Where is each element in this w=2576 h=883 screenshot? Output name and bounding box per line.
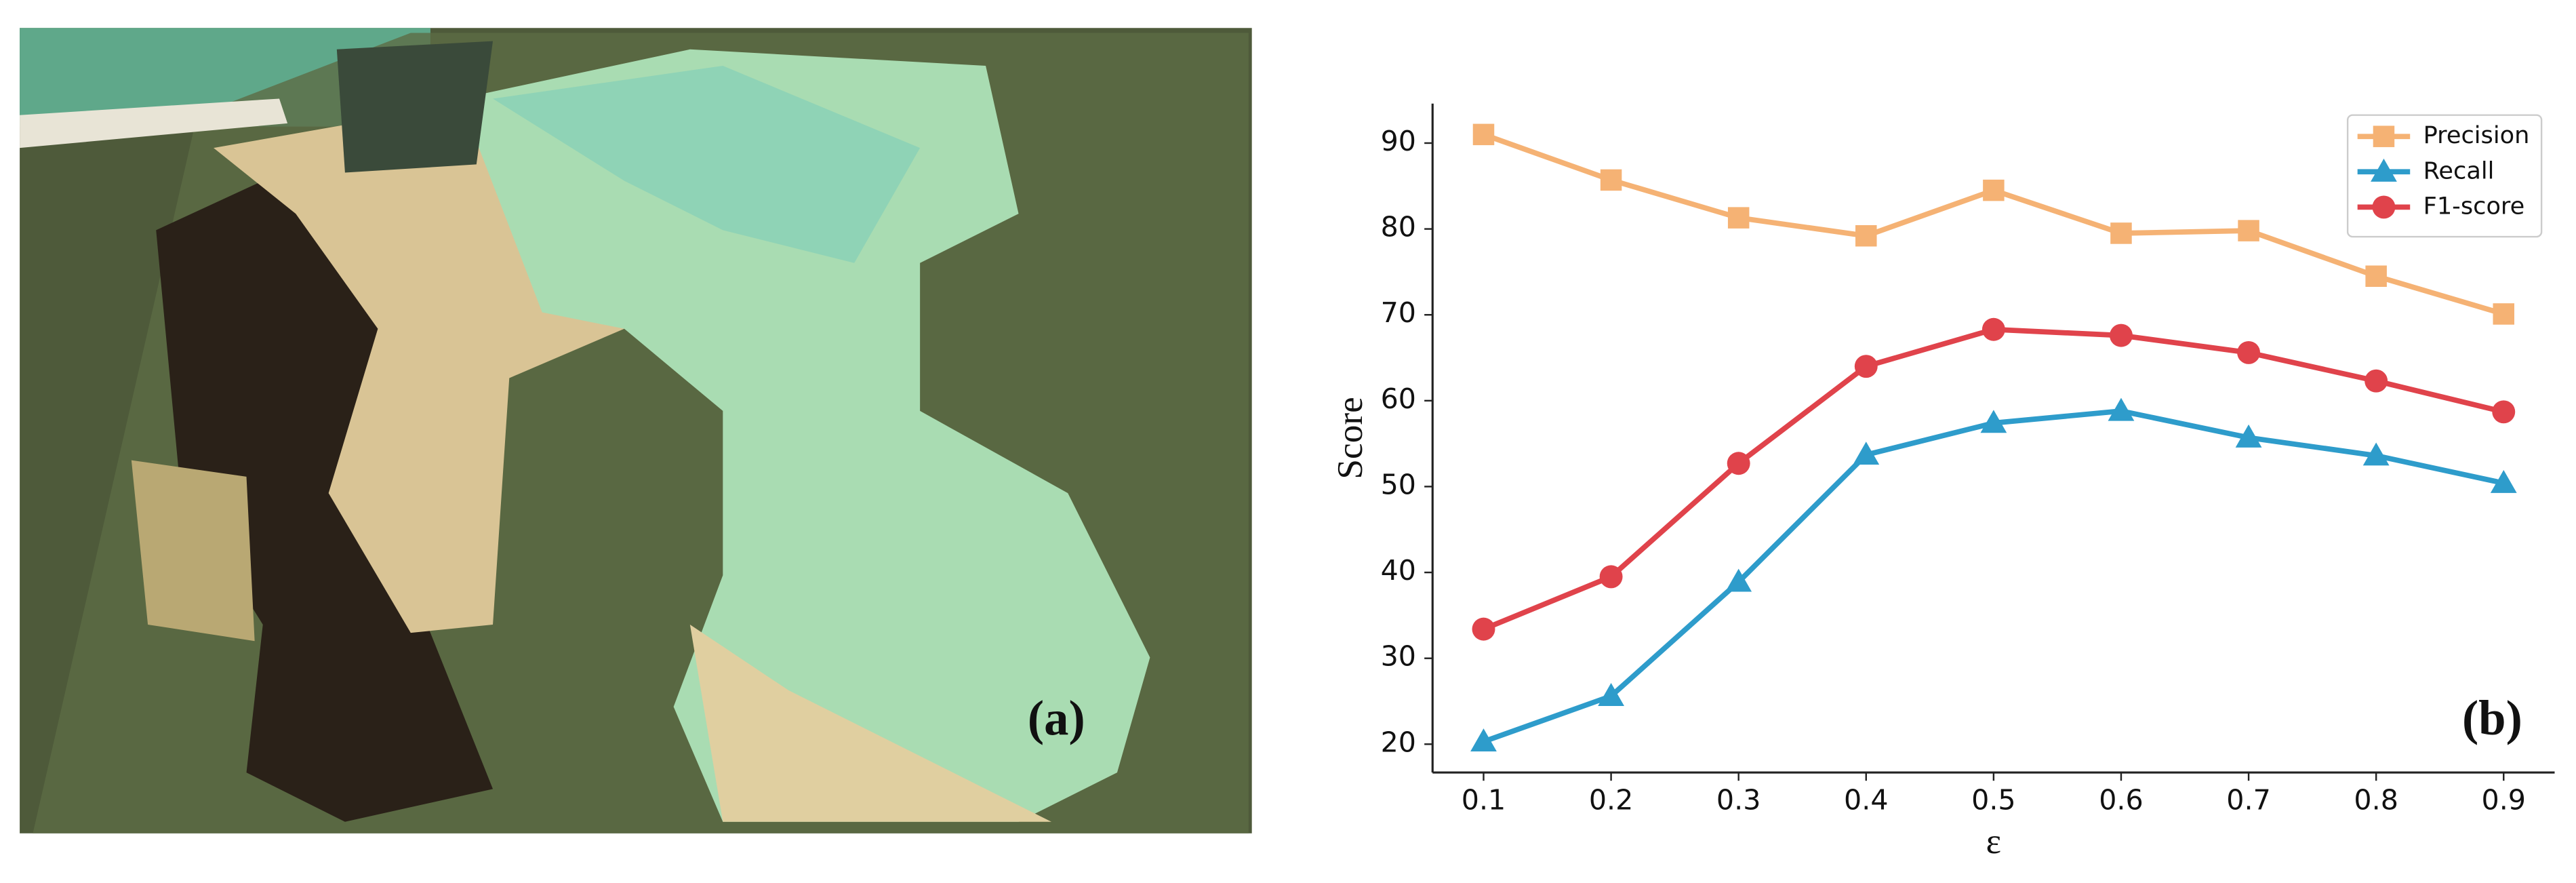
x-tick-label: 0.7: [2226, 784, 2271, 817]
x-tick-label: 0.5: [1971, 784, 2016, 817]
legend-label: Precision: [2423, 121, 2530, 149]
y-tick-label: 60: [1381, 382, 1416, 415]
marker: [2372, 195, 2396, 219]
y-tick-label: 90: [1381, 125, 1416, 157]
y-tick-label: 80: [1381, 211, 1416, 243]
marker: [2364, 369, 2388, 393]
marker: [2110, 323, 2133, 347]
panel-label: (b): [2462, 690, 2522, 745]
marker: [2235, 424, 2262, 448]
marker: [2362, 442, 2390, 466]
marker: [1598, 683, 1624, 706]
marker: [1600, 169, 1622, 191]
marker: [2238, 220, 2259, 241]
marker: [1470, 728, 1497, 752]
marker: [1853, 442, 1880, 465]
marker: [1727, 452, 1750, 475]
marker: [1855, 224, 1877, 247]
series-line: [1483, 326, 2505, 632]
marker: [2237, 340, 2261, 364]
panel-label: (a): [1028, 690, 1085, 745]
marker: [1725, 568, 1752, 592]
marker: [2371, 158, 2397, 182]
marker: [1981, 317, 2005, 341]
x-tick-label: 0.3: [1716, 784, 1761, 817]
marker: [2365, 265, 2387, 287]
x-tick-label: 0.4: [1844, 784, 1889, 817]
x-tick-label: 0.9: [2481, 784, 2526, 817]
legend-label: F1-score: [2423, 192, 2525, 220]
marker: [1472, 123, 1495, 146]
y-tick-label: 50: [1381, 468, 1416, 501]
marker: [1727, 207, 1750, 229]
marker: [2373, 125, 2395, 147]
series-line: [1483, 408, 2505, 745]
x-tick-label: 0.2: [1589, 784, 1634, 817]
y-tick-label: 70: [1381, 296, 1416, 329]
marker: [1854, 355, 1878, 378]
y-tick-label: 30: [1381, 640, 1416, 673]
x-axis-label: ε: [1986, 821, 2001, 861]
marker: [1472, 617, 1495, 641]
marker: [2108, 397, 2135, 421]
y-tick-label: 20: [1381, 726, 1416, 758]
x-tick-label: 0.8: [2354, 784, 2398, 817]
satellite-image: (a): [20, 28, 1252, 833]
legend-label: Recall: [2423, 157, 2495, 184]
marker: [2110, 222, 2132, 244]
marker: [1980, 410, 2007, 433]
marker: [1983, 179, 2005, 201]
marker: [1599, 565, 1623, 589]
x-tick-label: 0.6: [2099, 784, 2144, 817]
legend: Precision Recall F1-score: [2346, 114, 2543, 238]
marker: [2490, 469, 2517, 493]
marker: [2493, 303, 2515, 325]
y-tick-label: 40: [1381, 554, 1416, 587]
x-tick-label: 0.1: [1462, 784, 1506, 817]
y-axis-label: Score: [1329, 397, 1370, 479]
marker: [2492, 400, 2516, 424]
